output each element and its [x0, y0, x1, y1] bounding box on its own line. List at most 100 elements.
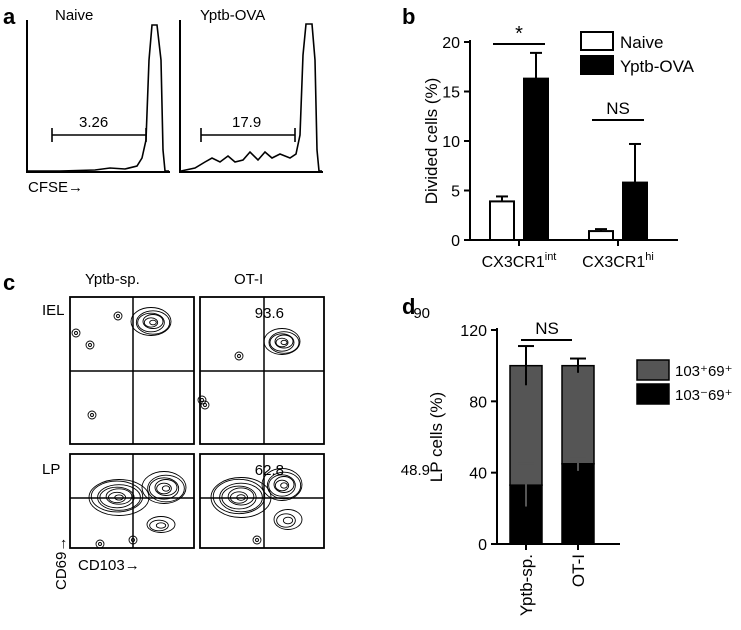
x-tick-label-Yptb-sp.: Yptb-sp.: [517, 554, 536, 616]
contour-dot-iel-ot-i-2: [200, 400, 210, 410]
contour-ring-iel-ot-i-0-4: [269, 333, 295, 352]
contour-ring-lp-ot-i-0-2: [229, 491, 249, 504]
gate-value-naive: 3.26: [79, 114, 108, 131]
contour-ring-iel-yptb-sp-0-2: [143, 317, 159, 328]
contour-dot-inner-iel-yptb-sp-1: [74, 331, 78, 335]
bar-Naive-CX3CR1hi: [588, 230, 614, 241]
contour-ring-iel-yptb-sp-0-6: [130, 307, 172, 336]
quadrant-value-lp-yptb-sp: 62.8: [255, 462, 284, 479]
y-tick-label-120: 120: [460, 323, 487, 340]
contour-column-ot-i: OT-I: [234, 271, 263, 288]
contour-ring-lp-ot-i-2-3: [273, 509, 303, 530]
significance-label: NS: [535, 319, 559, 338]
contour-dot-iel-yptb-sp-2: [87, 410, 97, 420]
contour-ring-lp-ot-i-1-3: [273, 476, 295, 493]
panel-a-histograms: Naive Yptb-OVA 3.26 17.9 CFSE→: [26, 7, 323, 196]
contour-ring-iel-yptb-sp-0-3: [142, 314, 164, 329]
contour-ring-lp-yptb-sp-2-1: [155, 522, 167, 529]
contour-ring-lp-ot-i-1-6: [261, 468, 303, 501]
contour-dot-inner-lp-ot-i-0: [255, 538, 259, 542]
contour-ring-lp-ot-i-0-4: [221, 485, 257, 510]
contour-ring-lp-yptb-sp-0-1: [114, 494, 124, 501]
contour-ring-lp-ot-i-0-1: [236, 494, 246, 501]
contour-ring-iel-ot-i-0-1: [280, 339, 288, 346]
panel-c-letter: c: [3, 270, 15, 295]
bar-Yptb-OVA-CX3CR1int: [523, 77, 549, 241]
contour-ring-lp-yptb-sp-1-4: [148, 477, 180, 500]
y-axis-title: LP cells (%): [427, 392, 446, 482]
contour-row-lp: LP: [42, 461, 60, 478]
contour-ring-lp-yptb-sp-0-2: [107, 491, 127, 504]
bar-Yptb-OVA-CX3CR1hi: [622, 181, 648, 241]
cd103-axis-label: CD103→: [78, 557, 140, 574]
contour-ring-lp-ot-i-1-5: [266, 471, 302, 500]
histogram-naive-trace: [28, 24, 169, 172]
contour-dot-iel-yptb-sp-3: [113, 311, 123, 321]
bar-Naive-CX3CR1int: [489, 200, 515, 241]
panel-b-letter: b: [402, 4, 415, 29]
bar-segment-103⁻69⁺-OT-I: [561, 463, 595, 545]
quadrant-value-iel-yptb-sp: 93.6: [255, 305, 284, 322]
legend-label-0: 103⁺69⁺: [675, 363, 733, 380]
contour-ring-iel-ot-i-0-3: [274, 334, 294, 349]
contour-dot-lp-yptb-sp-0: [95, 539, 105, 549]
histogram-yptb-ova-trace: [180, 23, 322, 172]
contour-dot-lp-yptb-sp-1: [128, 535, 138, 545]
contour-ring-lp-ot-i-1-4: [268, 474, 296, 497]
cd69-axis-label: CD69→: [53, 537, 70, 590]
y-tick-label-80: 80: [469, 394, 487, 411]
lp-cells-stacked-bar-chart: 0 40 80 120 LP cells (%) Yptb-sp. OT-I NS 103⁺69…: [427, 319, 733, 616]
panel-a-letter: a: [3, 4, 16, 29]
x-tick-label-CX3CR1int: CX3CR1int: [482, 251, 557, 271]
divided-cells-bar-chart: 0 5 10 15 20 Divided cells (%) CX3CR1int CX3CR1…: [422, 23, 695, 271]
contour-ring-lp-ot-i-2-1: [282, 516, 294, 525]
significance-label-CX3CR1hi: NS: [606, 99, 630, 118]
contour-ring-lp-ot-i-1-1: [280, 482, 288, 489]
contour-dot-inner-iel-yptb-sp-2: [90, 413, 94, 417]
contour-ring-iel-ot-i-0-6: [263, 328, 301, 355]
panel-c-contour-plots: Yptb-sp. OT-I IEL LP 93.6 90 62.8 48.9 C…: [42, 271, 430, 590]
y-axis-title: Divided cells (%): [422, 78, 441, 205]
contour-ring-lp-yptb-sp-1-3: [154, 479, 178, 496]
contour-dot-inner-iel-ot-i-1: [200, 398, 204, 402]
contour-frame-lp-yptb-sp: [69, 453, 195, 549]
contour-dot-iel-yptb-sp-1: [71, 328, 81, 338]
y-tick-label-0: 0: [451, 233, 460, 250]
quadrant-value-lp-ot-i: 48.9: [401, 462, 430, 479]
contour-ring-iel-yptb-sp-0-1: [149, 319, 157, 326]
contour-dot-inner-lp-yptb-sp-1: [131, 538, 135, 542]
contour-ring-lp-yptb-sp-0-7: [88, 479, 150, 516]
contour-column-yptb-sp: Yptb-sp.: [85, 271, 140, 288]
contour-ring-lp-yptb-sp-1-6: [141, 471, 187, 504]
cfse-axis-label: CFSE→: [28, 179, 83, 196]
contour-ring-lp-yptb-sp-0-4: [99, 486, 135, 509]
contour-frame-lp-ot-i: [199, 453, 325, 549]
contour-ring-lp-ot-i-1-2: [274, 479, 290, 492]
y-tick-label-40: 40: [469, 466, 487, 483]
contour-ring-lp-yptb-sp-1-2: [156, 482, 172, 495]
contour-ring-lp-yptb-sp-1-5: [147, 474, 185, 503]
contour-ring-iel-yptb-sp-0-4: [137, 312, 165, 333]
x-tick-label-OT-I: OT-I: [569, 554, 588, 587]
contour-row-iel: IEL: [42, 302, 65, 319]
contour-ring-lp-ot-i-0-3: [227, 487, 255, 506]
contour-dot-inner-iel-ot-i-2: [203, 403, 207, 407]
x-tick-label-CX3CR1hi: CX3CR1hi: [582, 251, 654, 271]
gate-value-yptb-ova: 17.9: [232, 114, 261, 131]
contour-dot-inner-iel-ot-i-0: [237, 354, 241, 358]
contour-ring-iel-yptb-sp-0-5: [135, 310, 171, 335]
histogram-title-yptb-ova: Yptb-OVA: [200, 7, 265, 24]
legend-swatch-Yptb-OVA: [580, 55, 614, 75]
significance-label-CX3CR1int: *: [515, 23, 523, 45]
contour-ring-iel-ot-i-0-5: [268, 331, 300, 354]
bar-segment-103⁺69⁺-OT-I: [561, 364, 595, 465]
legend-label-Naive: Naive: [620, 33, 663, 52]
histogram-naive-axes: [26, 20, 170, 173]
contour-dot-iel-ot-i-0: [234, 351, 244, 361]
histogram-yptb-ova-axes: [179, 20, 323, 173]
legend-swatch-1: [636, 383, 670, 405]
y-tick-label-10: 10: [442, 134, 460, 151]
histogram-title-naive: Naive: [55, 7, 93, 24]
contour-ring-lp-yptb-sp-1-1: [161, 485, 171, 492]
